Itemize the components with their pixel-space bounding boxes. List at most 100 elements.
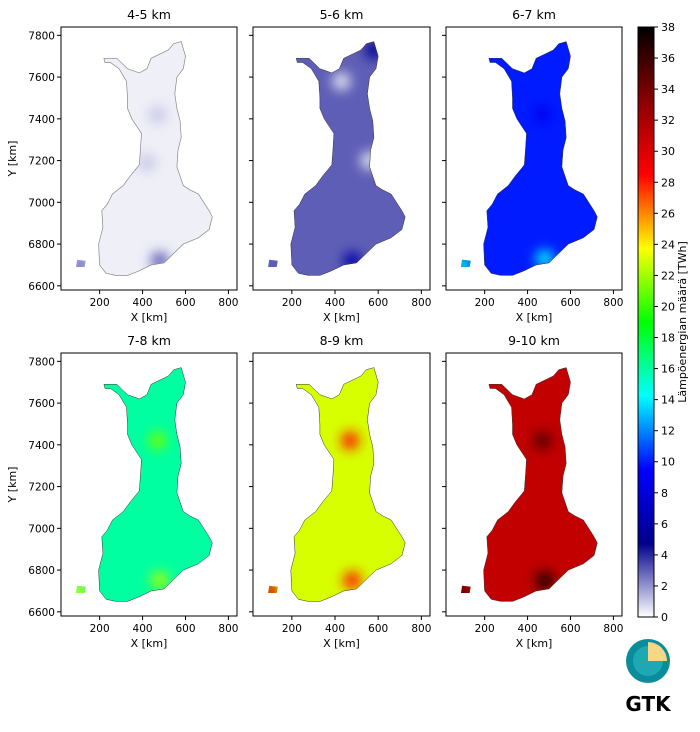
x-tick-label: 800 (218, 623, 238, 635)
x-tick-label: 200 (90, 297, 110, 309)
x-tick-label: 600 (368, 623, 388, 635)
x-axis-label: X [km] (516, 311, 553, 324)
x-tick-label: 600 (560, 623, 580, 635)
map-panel: 8-9 km 200 400 600 800 X [km] (249, 333, 431, 650)
colorbar-tick-label: 20 (661, 300, 675, 313)
map-panel: 7-8 km 200 400 600 800 X [km] 6600 6800 7000 7200… (6, 333, 238, 650)
colorbar-tick-label: 30 (661, 145, 675, 158)
y-tick-label: 7400 (28, 440, 55, 452)
axes-frame (60, 352, 238, 617)
x-tick-label: 600 (560, 297, 580, 309)
y-tick-label: 7800 (28, 356, 55, 368)
heatmap-hotspot (533, 105, 552, 124)
logo-text: GTK (625, 692, 672, 716)
colorbar-tick-label: 28 (661, 176, 675, 189)
colorbar-tick-label: 0 (661, 611, 668, 624)
x-axis-label: X [km] (516, 637, 553, 650)
panel-title: 8-9 km (320, 333, 364, 348)
heatmap-hotspot (533, 431, 552, 450)
x-tick-label: 600 (368, 297, 388, 309)
heatmap-hotspot (137, 153, 156, 172)
x-tick-label: 600 (175, 297, 195, 309)
x-tick-label: 800 (603, 297, 623, 309)
y-tick-label: 6600 (28, 607, 55, 619)
heatmap-hotspot (343, 571, 362, 590)
x-axis-label: X [km] (323, 637, 360, 650)
y-tick-label: 7000 (28, 523, 55, 535)
x-tick-label: 400 (133, 297, 153, 309)
country-outline (98, 41, 213, 276)
colorbar-tick-label: 6 (661, 518, 668, 531)
colorbar-tick-label: 22 (661, 269, 675, 282)
x-axis-label: X [km] (131, 311, 168, 324)
colorbar-tick-label: 18 (661, 332, 675, 345)
x-tick-label: 400 (133, 623, 153, 635)
colorbar-tick-label: 2 (661, 580, 668, 593)
x-tick-label: 200 (90, 623, 110, 635)
x-axis-label: X [km] (131, 637, 168, 650)
gtk-logo: GTK (625, 639, 672, 716)
colorbar-tick-label: 10 (661, 456, 675, 469)
country-outline (483, 367, 598, 602)
colorbar-tick-label: 24 (661, 238, 675, 251)
y-tick-label: 7000 (28, 197, 55, 209)
country-outline (98, 367, 213, 602)
logo-segment-icon (648, 642, 667, 661)
y-tick-label: 6800 (28, 565, 55, 577)
x-axis-label: X [km] (323, 311, 360, 324)
colorbar-tick-label: 4 (661, 549, 668, 562)
x-tick-label: 400 (325, 623, 345, 635)
country-outline (483, 41, 598, 276)
y-tick-label: 7400 (28, 114, 55, 126)
colorbar-tick-label: 38 (661, 21, 675, 34)
panel-title: 9-10 km (508, 333, 560, 348)
panel-grid: 4-5 km 200 400 600 800 X [km] 6600 6800 7000 7200… (6, 7, 623, 650)
map-panel: 9-10 km 200 400 600 800 X [km] (442, 333, 623, 650)
heatmap-hotspot (150, 571, 169, 590)
y-tick-label: 7800 (28, 30, 55, 42)
y-tick-label: 7200 (28, 156, 55, 168)
x-tick-label: 800 (218, 297, 238, 309)
map-panel: 4-5 km 200 400 600 800 X [km] 6600 6800 7000 7200… (6, 7, 238, 324)
panel-title: 6-7 km (512, 7, 556, 22)
colorbar-label: Lämpöenergian määrä [TWh] (676, 241, 689, 403)
y-tick-label: 7600 (28, 398, 55, 410)
x-tick-label: 800 (603, 623, 623, 635)
map-panel: 6-7 km 200 400 600 800 X [km] (442, 7, 623, 324)
country-outline (290, 41, 406, 276)
panel-title: 5-6 km (320, 7, 364, 22)
axes-frame (252, 352, 431, 617)
colorbar-tick-label: 14 (661, 394, 675, 407)
x-tick-label: 200 (282, 623, 302, 635)
heatmap-hotspot (341, 431, 360, 450)
x-tick-label: 800 (411, 297, 431, 309)
colorbar-tick-label: 34 (661, 83, 675, 96)
map-panel: 5-6 km 200 400 600 800 X [km] (249, 7, 431, 324)
colorbar-gradient (637, 26, 655, 618)
colorbar-tick-label: 12 (661, 425, 675, 438)
axes-frame (445, 26, 623, 291)
colorbar-tick-label: 26 (661, 207, 675, 220)
y-tick-label: 7600 (28, 72, 55, 84)
colorbar-tick-label: 36 (661, 52, 675, 65)
heatmap-hotspot (148, 105, 167, 124)
y-tick-label: 6800 (28, 239, 55, 251)
x-tick-label: 400 (518, 297, 538, 309)
y-axis-label: Y [km] (6, 141, 19, 178)
axes-frame (252, 26, 431, 291)
x-tick-label: 400 (325, 297, 345, 309)
y-tick-label: 7200 (28, 482, 55, 494)
x-tick-label: 200 (475, 623, 495, 635)
heatmap-hotspot (535, 571, 554, 590)
x-tick-label: 200 (475, 297, 495, 309)
colorbar-tick-label: 16 (661, 363, 675, 376)
colorbar-tick-label: 32 (661, 114, 675, 127)
x-tick-label: 600 (175, 623, 195, 635)
panel-title: 4-5 km (127, 7, 171, 22)
y-tick-label: 6600 (28, 281, 55, 293)
y-axis-label: Y [km] (6, 467, 19, 504)
x-tick-label: 400 (518, 623, 538, 635)
